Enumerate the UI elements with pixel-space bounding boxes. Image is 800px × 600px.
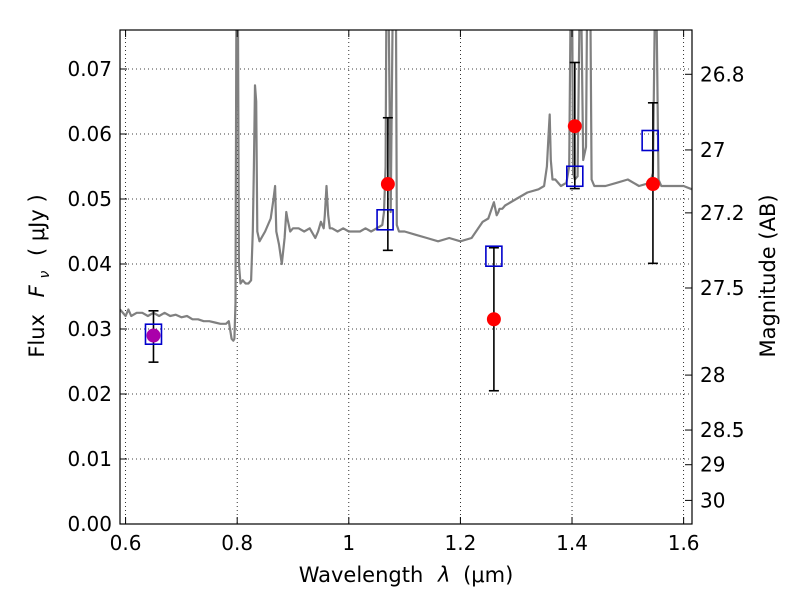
y-tick-label: 0.04 (67, 252, 112, 276)
observed-flux-point (146, 328, 161, 343)
y2-axis-label: Magnitude (AB) (756, 194, 780, 357)
x-axis-label-unit: (μm) (463, 563, 513, 587)
y-axis-label-symbol: F (25, 284, 49, 297)
y-axis-label: Flux F ν ( μJy ) (25, 194, 54, 357)
y-tick-label: 0.06 (67, 122, 112, 146)
model-photometry-square (641, 129, 659, 152)
axis-ticks: 0.6 0.8 1 1.2 1.4 1.6 0.00 0.01 0.02 0.03 0.04 0.05… (67, 30, 745, 555)
model-photometry-square (144, 323, 163, 346)
spectrum-line (120, 30, 692, 342)
y-axis-label-text: Flux (25, 314, 49, 358)
y-tick-label: 0.02 (67, 382, 112, 406)
y2-tick-label: 28.5 (700, 418, 745, 442)
model-photometry-square (485, 245, 503, 267)
y2-tick-label: 27.2 (700, 201, 745, 225)
x-axis-label-symbol: λ (437, 563, 450, 587)
y-axis-label-unit: ( μJy ) (25, 194, 49, 256)
y2-tick-label: 30 (700, 488, 725, 512)
y-tick-label: 0.00 (67, 512, 112, 536)
y2-tick-label: 27.5 (700, 276, 745, 300)
y-axis-label-subscript: ν (37, 271, 53, 279)
y2-tick-label: 28 (700, 363, 725, 387)
y-tick-label: 0.07 (67, 57, 112, 81)
x-tick-label: 0.8 (221, 531, 253, 555)
x-tick-label: 1.6 (668, 531, 700, 555)
model-photometry-square (376, 209, 394, 231)
x-tick-label: 1.2 (445, 531, 477, 555)
model-photometry-square (566, 165, 584, 188)
axes-frame (119, 29, 693, 525)
x-tick-label: 1 (342, 531, 355, 555)
observed-flux-point (567, 119, 582, 134)
plot-area (120, 30, 692, 392)
y-tick-label: 0.01 (67, 447, 112, 471)
y2-tick-label: 26.8 (700, 62, 745, 86)
x-tick-label: 0.6 (110, 531, 142, 555)
y-tick-label: 0.05 (67, 187, 112, 211)
y-tick-label: 0.03 (67, 317, 112, 341)
observed-flux-point (486, 312, 501, 327)
x-axis-label-text: Wavelength (299, 563, 424, 587)
x-tick-label: 1.4 (556, 531, 588, 555)
observed-flux-point (380, 177, 395, 192)
observed-flux-point (645, 177, 660, 192)
x-axis-label: Wavelength λ (μm) (299, 563, 514, 587)
y2-tick-label: 27 (700, 138, 725, 162)
grid-lines (120, 30, 692, 525)
y2-tick-label: 29 (700, 453, 725, 477)
data-layer (120, 30, 692, 392)
